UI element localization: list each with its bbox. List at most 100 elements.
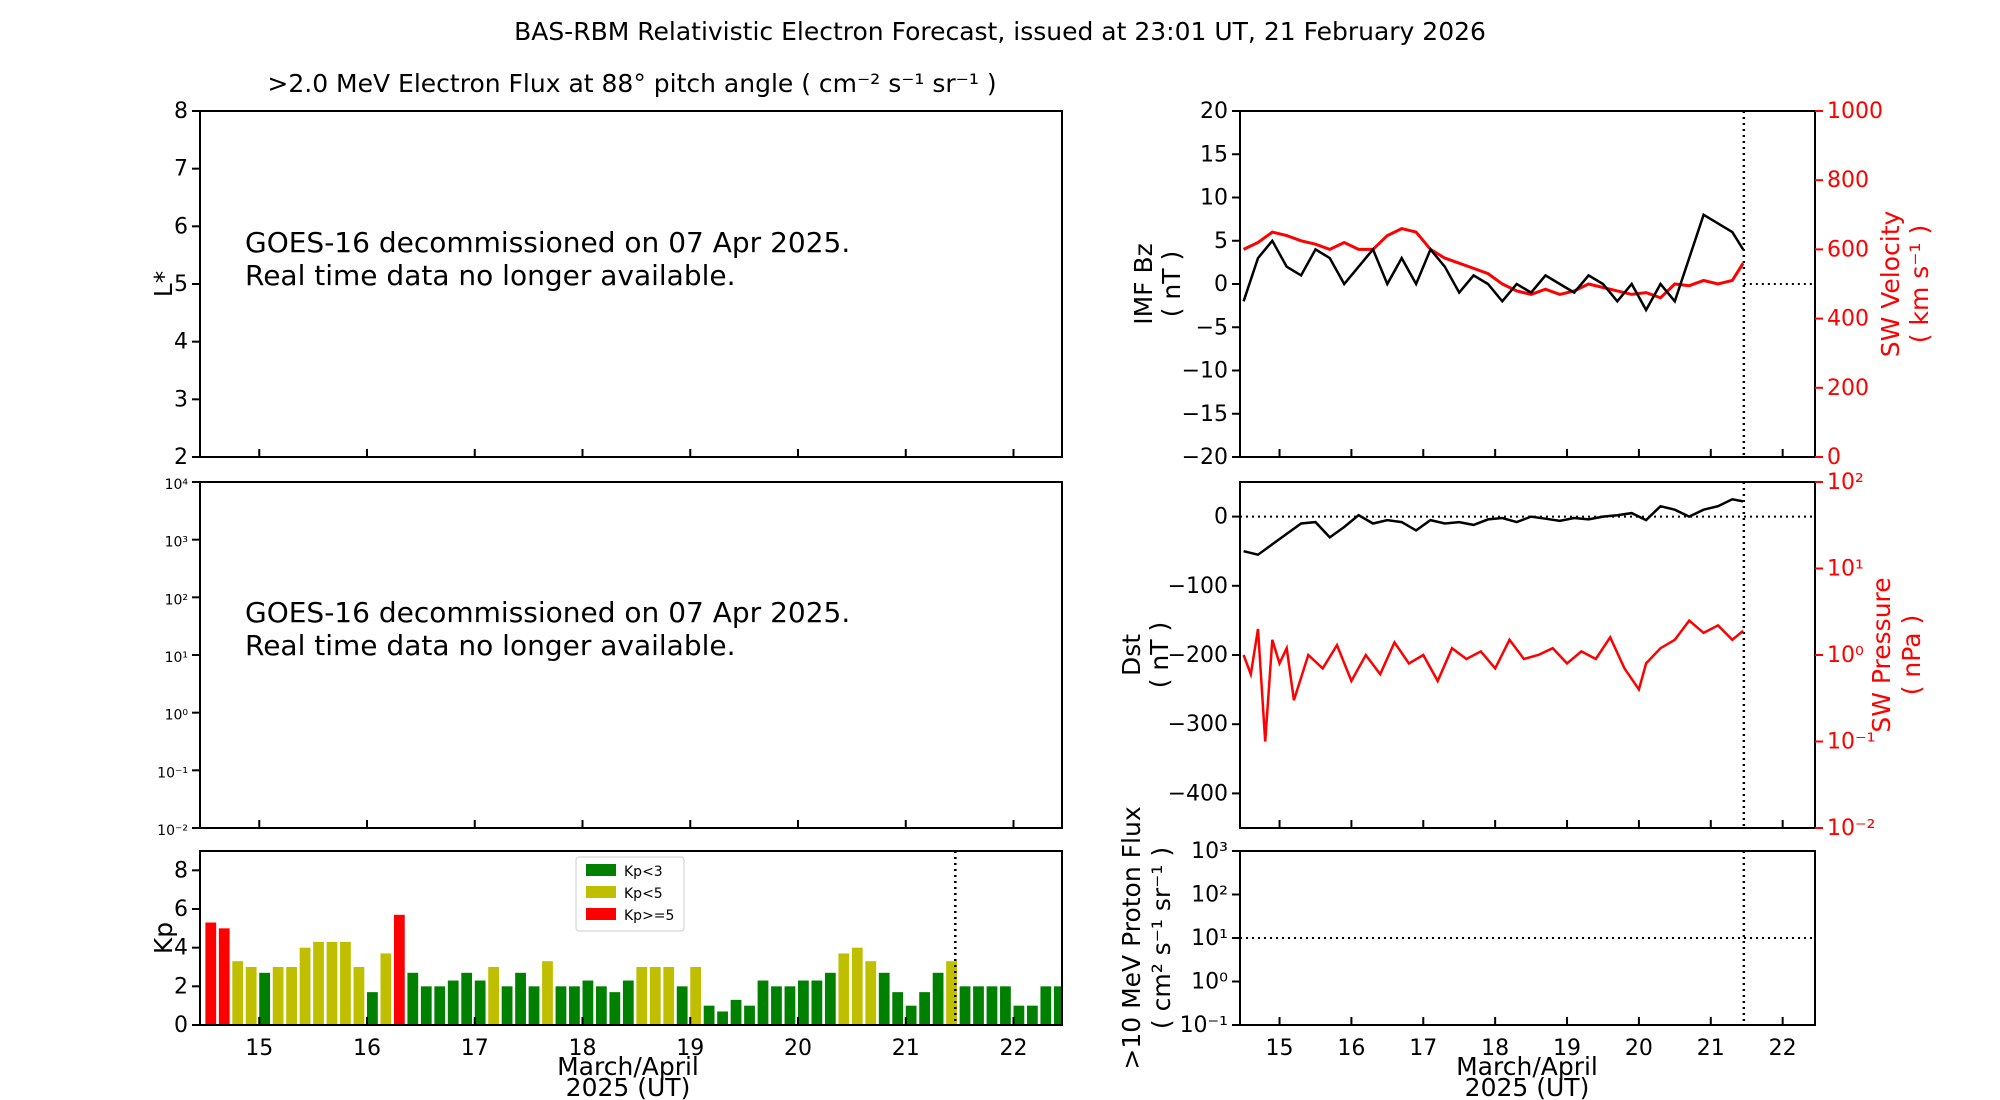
kp-x-label-line1: March/April	[557, 1052, 699, 1081]
kp-bar	[824, 972, 836, 1025]
kp-bar	[1026, 1005, 1038, 1025]
kp-bars	[205, 914, 1062, 1025]
proton-panel: 10³ 10² 10¹ 10⁰ 10⁻¹ 15 16 17 18 19 20 21 22 >10 Me…	[1117, 806, 1816, 1100]
lstar-message-line2: Real time data no longer available.	[245, 259, 736, 292]
imf-tick-label: −15	[1182, 402, 1228, 427]
flux-tick-label: 10⁴	[165, 477, 189, 493]
kp-bar	[501, 986, 513, 1025]
sw-pressure-y-label-line2: ( nPa )	[1897, 615, 1926, 696]
kp-bar	[461, 972, 473, 1025]
imf-tick-label: 15	[1200, 142, 1228, 167]
kp-x-tick-label: 19	[676, 1036, 704, 1061]
kp-bar	[811, 980, 823, 1025]
kp-bar	[986, 986, 998, 1025]
kp-bar	[663, 967, 675, 1025]
kp-bar	[622, 980, 634, 1025]
imf-tick-label: −20	[1182, 445, 1228, 470]
kp-bar	[515, 972, 526, 1025]
kp-bar	[272, 967, 284, 1025]
proton-tick-label: 10³	[1191, 839, 1228, 864]
flux-panel: 10⁴ 10³ 10² 10¹ 10⁰ 10⁻¹ 10⁻² GOES-16 decommis…	[157, 477, 1063, 839]
imf-sw-panel: −20 −15 −10 −5 0 5 10 15 20 0 200 400 600 800 1000 IM…	[1129, 99, 1934, 470]
kp-bar	[717, 1011, 728, 1025]
dst-tick-label: −400	[1168, 781, 1228, 806]
imf-tick-label: 0	[1214, 272, 1228, 297]
proton-x-axis: 15 16 17 18 19 20 21 22	[1266, 1017, 1797, 1061]
kp-panel: Forecast 0 2 4 6 8 15 16 17 18 19 20 21 22 Kp March…	[149, 850, 1063, 1100]
dst-y-axis: 0 −100 −200 −300 −400	[1168, 505, 1240, 806]
kp-x-tick-label: 20	[784, 1036, 812, 1061]
dst-tick-label: −300	[1168, 712, 1228, 737]
kp-bar	[245, 967, 257, 1025]
kp-bar	[690, 967, 702, 1025]
flux-tick-label: 10²	[165, 592, 188, 608]
proton-x-tick-label: 19	[1553, 1036, 1581, 1061]
sw-pressure-line	[1242, 618, 1744, 742]
sw-velocity-tick-label: 0	[1827, 445, 1841, 470]
kp-y-axis: 0 2 4 6 8	[174, 858, 200, 1038]
sw-pressure-tick-label: 10⁰	[1827, 643, 1864, 668]
sw-velocity-line	[1242, 227, 1745, 300]
kp-bar	[676, 986, 688, 1025]
imf-tick-label: −5	[1196, 315, 1228, 340]
flux-tick-label: 10⁻²	[157, 823, 188, 839]
kp-tick-label: 8	[174, 858, 188, 883]
proton-x-tick-label: 18	[1481, 1036, 1509, 1061]
kp-bar	[286, 967, 297, 1025]
lstar-tick-label: 8	[174, 99, 188, 124]
kp-bar	[393, 914, 405, 1025]
kp-bar	[380, 953, 392, 1025]
lstar-panel-title: >2.0 MeV Electron Flux at 88° pitch angl…	[267, 69, 996, 98]
proton-x-tick-label: 15	[1266, 1036, 1294, 1061]
lstar-y-axis: 2 3 4 5 6 7 8	[174, 99, 1015, 470]
proton-y-label-line2: ( cm² s⁻¹ sr⁻¹ )	[1147, 847, 1176, 1029]
sw-pressure-tick-label: 10¹	[1827, 557, 1864, 582]
sw-velocity-tick-label: 800	[1827, 168, 1869, 193]
proton-tick-label: 10²	[1191, 883, 1228, 908]
legend-label-mid: Kp<5	[624, 886, 663, 902]
kp-bar	[528, 986, 540, 1025]
imf-tick-label: 10	[1200, 186, 1228, 211]
kp-bar	[259, 972, 271, 1025]
proton-y-label-line1: >10 MeV Proton Flux	[1117, 806, 1146, 1069]
kp-x-tick-label: 16	[353, 1036, 381, 1061]
proton-tick-label: 10⁰	[1191, 970, 1228, 995]
sw-pressure-tick-label: 10⁻²	[1827, 816, 1875, 841]
kp-bar	[959, 986, 971, 1025]
kp-bar	[582, 980, 594, 1025]
dst-tick-label: −100	[1168, 574, 1228, 599]
imf-y-label-line1: IMF Bz	[1129, 243, 1158, 325]
flux-y-axis: 10⁴ 10³ 10² 10¹ 10⁰ 10⁻¹ 10⁻²	[157, 477, 1015, 839]
dst-tick-label: −200	[1168, 643, 1228, 668]
kp-x-tick-label: 22	[1000, 1036, 1028, 1061]
kp-bar	[851, 947, 863, 1025]
proton-x-tick-label: 20	[1625, 1036, 1653, 1061]
kp-bar	[1053, 986, 1062, 1025]
flux-message-line1: GOES-16 decommissioned on 07 Apr 2025.	[245, 596, 850, 629]
proton-x-tick-label: 16	[1337, 1036, 1365, 1061]
lstar-tick-label: 6	[174, 214, 188, 239]
kp-x-label-line2: 2025 (UT)	[566, 1073, 691, 1100]
imf-bz-line	[1242, 212, 1745, 313]
legend-swatch-high	[586, 908, 616, 920]
lstar-tick-label: 5	[174, 272, 188, 297]
kp-x-tick-label: 21	[892, 1036, 920, 1061]
flux-tick-label: 10³	[165, 535, 188, 551]
dst-line	[1243, 497, 1744, 557]
lstar-tick-label: 4	[174, 330, 188, 355]
kp-bar	[218, 928, 230, 1025]
proton-tick-label: 10¹	[1191, 926, 1228, 951]
forecast-label: Forecast	[983, 876, 1018, 1003]
kp-bar	[1040, 986, 1052, 1025]
lstar-tick-label: 3	[174, 387, 188, 412]
proton-x-label-line2: 2025 (UT)	[1465, 1073, 1590, 1100]
kp-bar	[784, 986, 796, 1025]
kp-legend: Kp<3 Kp<5 Kp>=5	[575, 856, 685, 932]
sw-velocity-y-label-line1: SW Velocity	[1876, 210, 1905, 357]
kp-bar	[313, 941, 324, 1025]
dst-y-label-line1: Dst	[1117, 634, 1146, 676]
kp-bar	[730, 999, 742, 1025]
kp-bar	[569, 986, 580, 1025]
dst-y-label-line2: ( nT )	[1145, 622, 1174, 689]
kp-bar	[905, 1005, 917, 1025]
